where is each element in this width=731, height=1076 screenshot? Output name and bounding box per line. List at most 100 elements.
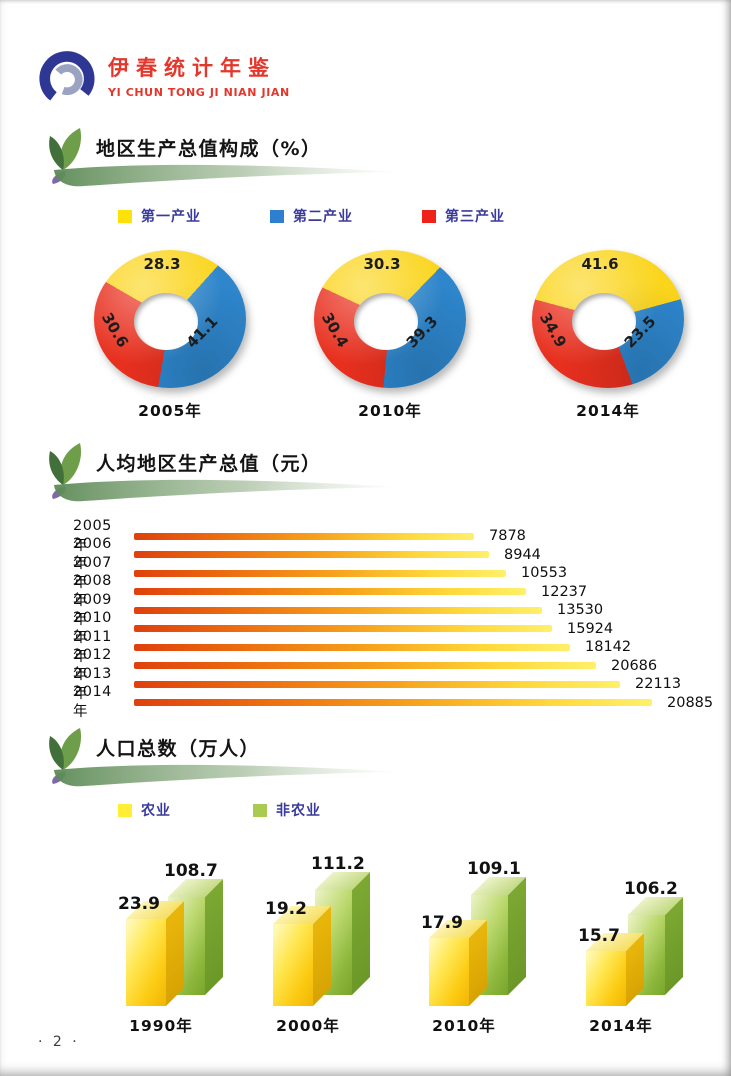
agriculture-bar: [126, 901, 184, 1006]
column-group-1990年: 23.9 108.7 1990年: [118, 842, 250, 1035]
donut-hole: [354, 293, 418, 350]
non-agriculture-value: 111.2: [311, 854, 365, 874]
legend-item: 农业: [118, 800, 253, 820]
bar-front-face: [429, 938, 469, 1006]
slice-value: 28.3: [143, 255, 181, 273]
section-header-per-capita: 人均地区生产总值（元）: [42, 441, 512, 505]
bar-row: 2010年 15924: [73, 610, 728, 646]
column-year-label: 2000年: [276, 1017, 340, 1035]
donut-year-label: 2005年: [138, 402, 202, 420]
bar-year-label: 2011年: [73, 628, 112, 665]
column-group-2010年: 17.9 109.1 2010年: [421, 842, 553, 1035]
donut-ring: 41.6 23.5 34.9: [532, 250, 684, 388]
non-agriculture-value: 106.2: [624, 879, 678, 899]
legend-label: 非农业: [276, 803, 321, 819]
agriculture-value: 15.7: [578, 926, 620, 946]
non-agriculture-value: 108.7: [164, 861, 218, 881]
non-agriculture-value: 109.1: [467, 859, 521, 879]
bar-year-label: 2010年: [73, 610, 112, 647]
legend-swatch: [118, 209, 132, 223]
donut-ring-surface: [314, 250, 466, 388]
bar-value: 22113: [635, 676, 682, 693]
section-title-population: 人口总数（万人）: [96, 738, 261, 760]
swoosh-decoration: [54, 479, 402, 502]
legend-item: 第三产业: [422, 206, 574, 226]
legend-label: 第一产业: [141, 209, 201, 225]
yearbook-title-block: 伊春统计年鉴 YI CHUN TONG JI NIAN JIAN: [108, 48, 290, 99]
agriculture-value: 17.9: [421, 913, 463, 933]
section-title-per-capita: 人均地区生产总值（元）: [96, 453, 322, 475]
section-title-gdp-composition: 地区生产总值构成（%）: [96, 138, 322, 160]
bar-value: 13530: [557, 602, 604, 619]
agriculture-bar: [429, 920, 487, 1006]
bar-year-label: 2006年: [73, 536, 112, 573]
bar-value: 7878: [489, 528, 526, 545]
donut-hole: [572, 293, 636, 350]
agriculture-value: 19.2: [265, 899, 307, 919]
bar: [134, 569, 506, 577]
donut-year-label: 2010年: [358, 402, 422, 420]
agriculture-bar: [586, 933, 644, 1006]
column-group-2000年: 19.2 111.2 2000年: [265, 842, 397, 1035]
donut-chart-2010年: 30.3 39.3 30.4 2010年: [314, 250, 466, 421]
legend-swatch: [118, 803, 132, 817]
bar: [134, 643, 570, 651]
bar: [134, 662, 596, 670]
legend-item: 非农业: [253, 800, 388, 820]
bar-row: 2012年 20686: [73, 647, 728, 683]
yearbook-header: 伊春统计年鉴 YI CHUN TONG JI NIAN JIAN: [36, 48, 290, 106]
column-year-label: 2014年: [589, 1017, 653, 1035]
legend-swatch: [270, 209, 284, 223]
bar: [134, 551, 489, 559]
bar-year-label: 2014年: [73, 684, 112, 721]
bar-value: 15924: [567, 620, 614, 637]
column-group-2014年: 15.7 106.2 2014年: [578, 842, 710, 1035]
bar-year-label: 2008年: [73, 573, 112, 610]
agriculture-bar: [273, 906, 331, 1006]
section-header-population: 人口总数（万人）: [42, 726, 512, 790]
bar: [134, 606, 542, 614]
donut-year-label: 2014年: [576, 402, 640, 420]
bar: [134, 680, 620, 688]
bar-year-label: 2012年: [73, 647, 112, 684]
bar: [134, 699, 652, 707]
bar-year-label: 2005年: [73, 517, 112, 554]
swoosh-decoration: [54, 164, 402, 187]
legend-industry: 第一产业 第二产业 第三产业: [118, 206, 574, 226]
bar-value: 12237: [541, 583, 588, 600]
page-number: · 2 ·: [38, 1034, 80, 1050]
bar-value: 20686: [611, 657, 658, 674]
donut-ring: 30.3 39.3 30.4: [314, 250, 466, 388]
bar-row: 2007年 10553: [73, 555, 728, 591]
bar-side-face: [352, 872, 370, 995]
yearbook-logo-icon: [39, 51, 95, 101]
agriculture-value: 23.9: [118, 894, 160, 914]
bar-value: 10553: [521, 565, 568, 582]
bar-side-face: [205, 879, 223, 995]
bar: [134, 532, 474, 540]
legend-item: 第一产业: [118, 206, 270, 226]
bar-front-face: [586, 951, 626, 1006]
legend-population: 农业 非农业: [118, 800, 388, 820]
per-capita-bar-chart: 2005年 7878 2006年 8944 2007年 10553 2008年 12237 20…: [73, 518, 728, 721]
legend-label: 第三产业: [445, 209, 505, 225]
bar-front-face: [273, 924, 313, 1006]
bar-year-label: 2009年: [73, 591, 112, 628]
bar-year-label: 2013年: [73, 665, 112, 702]
donut-hole: [134, 293, 198, 350]
legend-swatch: [422, 209, 436, 223]
legend-label: 第二产业: [293, 209, 353, 225]
column-year-label: 1990年: [129, 1017, 193, 1035]
bar: [134, 588, 526, 596]
bar-front-face: [126, 919, 166, 1006]
donut-chart-2005年: 28.3 41.1 30.6 2005年: [94, 250, 246, 421]
legend-label: 农业: [141, 803, 171, 819]
column-year-label: 2010年: [432, 1017, 496, 1035]
bar-row: 2005年 7878: [73, 518, 728, 554]
bar-row: 2008年 12237: [73, 573, 728, 609]
section-header-gdp-composition: 地区生产总值构成（%）: [42, 126, 512, 190]
donut-chart-2014年: 41.6 23.5 34.9 2014年: [532, 250, 684, 421]
bar-value: 20885: [667, 694, 714, 711]
bar-value: 18142: [585, 639, 632, 656]
